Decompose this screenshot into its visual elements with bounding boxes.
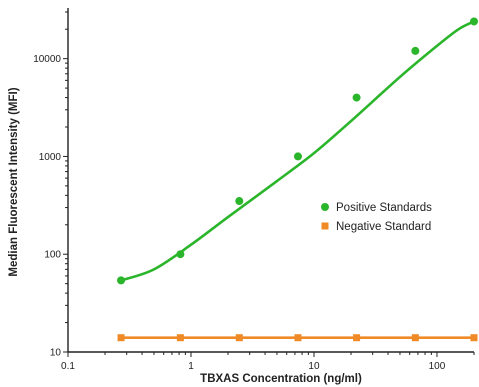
series-layer [117,17,478,342]
series-positive [117,17,478,285]
x-ticks: 0.1 1 10 100 [61,352,475,372]
legend-label: Positive Standards [336,202,432,214]
x-tick-label: 1 [188,361,194,372]
y-axis-title: Median Fluorescent Intensity (MFI) [8,87,20,276]
y-tick-label: 10000 [33,54,61,65]
x-tick-label: 100 [429,361,446,372]
data-point-square [470,334,478,342]
data-point-circle [293,152,302,161]
data-point-square [235,334,243,342]
legend-marker-circle [321,203,329,211]
data-point-square [117,334,125,342]
data-point-square [411,334,419,342]
fit-curve-line [120,20,475,282]
x-axis-title: TBXAS Concentration (ng/ml) [200,373,362,385]
data-point-circle [352,93,361,102]
data-point-circle [117,276,126,285]
axes [67,8,474,353]
data-point-circle [411,46,420,55]
data-point-circle [470,17,478,26]
legend: Positive Standards Negative Standard [321,202,432,233]
legend-marker-square [321,222,329,230]
x-tick-label: 0.1 [61,361,75,372]
y-tick-label: 1000 [39,152,62,163]
series-negative [117,334,478,342]
data-point-circle [235,197,244,206]
y-ticks: 10 100 1000 10000 [33,11,68,359]
data-point-square [294,334,302,342]
data-point-circle [176,250,185,259]
data-point-square [176,334,184,342]
x-tick-label: 10 [308,361,320,372]
y-tick-label: 10 [50,348,62,359]
data-point-square [353,334,361,342]
y-tick-label: 100 [44,250,61,261]
legend-label: Negative Standard [336,221,431,233]
